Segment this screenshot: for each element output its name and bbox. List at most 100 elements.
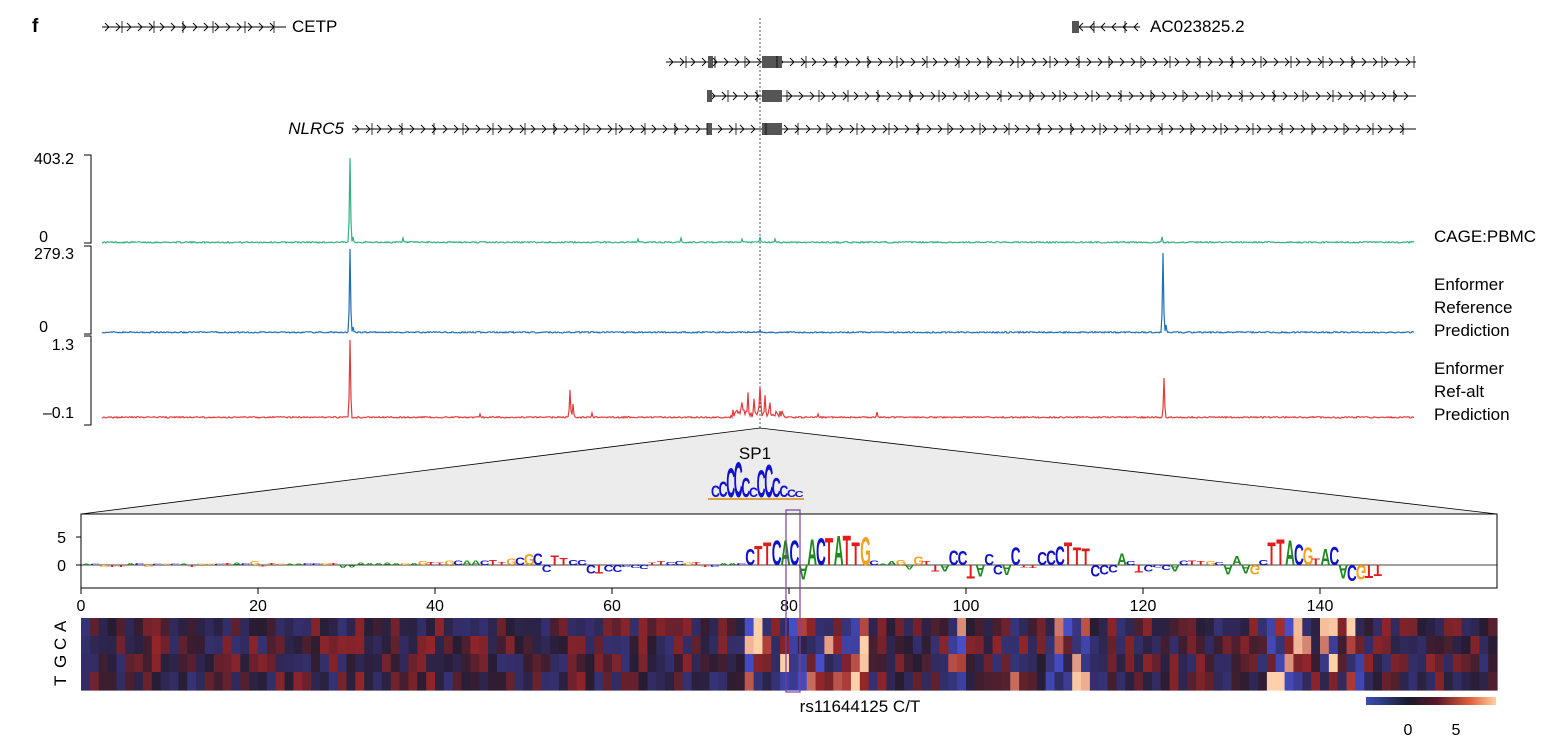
motif-letter: C [711, 483, 720, 501]
heatmap-cell [1461, 618, 1472, 637]
heatmap-cell [576, 654, 587, 673]
logo-letter: A [471, 560, 481, 567]
heatmap-cell [1399, 618, 1410, 637]
logo-letter: T [188, 564, 196, 567]
heatmap-cell [806, 672, 817, 691]
heatmap-cell [1399, 654, 1410, 673]
heatmap-cell [753, 636, 764, 655]
heatmap-cell [620, 636, 631, 655]
heatmap-cell [576, 672, 587, 691]
heatmap-cell [1187, 654, 1197, 673]
logo-letter: T [1135, 562, 1144, 574]
cetp-gene-label: CETP [292, 17, 337, 36]
heatmap-cell [1027, 636, 1038, 655]
logo-letter: G [896, 559, 907, 567]
heatmap-cell [1160, 618, 1171, 637]
heatmap-cell [426, 618, 436, 637]
heatmap-cell [532, 672, 542, 691]
heatmap-cell [311, 636, 321, 655]
heatmap-cell [355, 618, 365, 637]
heatmap-cell [912, 654, 923, 673]
heatmap-cell [142, 672, 153, 691]
heatmap-cell [1240, 654, 1250, 673]
heatmap-cell [1045, 636, 1056, 655]
heatmap-cell [1293, 636, 1303, 655]
heatmap-cell [470, 654, 480, 673]
heatmap-cell [1151, 654, 1162, 673]
heatmap-cell [921, 636, 932, 655]
heatmap-cell [1054, 618, 1064, 637]
heatmap-cell [319, 636, 330, 655]
heatmap-cell [1072, 654, 1082, 673]
heatmap-cell [1390, 618, 1401, 637]
logo-letter: A [1285, 533, 1295, 573]
heatmap-cell [850, 672, 861, 691]
logo-letter: C [639, 563, 650, 569]
heatmap-cell [319, 618, 330, 637]
mutation-effect-heatmap [81, 618, 1498, 691]
heatmap-cell [1196, 654, 1206, 673]
logo-letter: C [1099, 562, 1109, 577]
logo-letter: A [887, 561, 898, 567]
heatmap-cell [1293, 618, 1303, 637]
heatmap-cell [1479, 636, 1489, 655]
heatmap-cell [1010, 618, 1020, 637]
heatmap-cell [1019, 654, 1029, 673]
heatmap-row-label: C [51, 638, 70, 650]
heatmap-cell [886, 618, 896, 637]
heatmap-cell [89, 618, 100, 637]
heatmap-cell [399, 618, 410, 637]
heatmap-cell [178, 672, 188, 691]
heatmap-cell [1063, 618, 1073, 637]
logo-letter: T [436, 562, 444, 566]
logo-letter: A [1241, 562, 1251, 575]
heatmap-cell [258, 672, 268, 691]
heatmap-cell [116, 654, 126, 673]
heatmap-cell [789, 654, 799, 673]
heatmap-cell [1213, 636, 1224, 655]
heatmap-cell [284, 618, 294, 637]
heatmap-cell [585, 672, 595, 691]
logo-letter: T [497, 561, 506, 566]
heatmap-cell [328, 654, 339, 673]
heatmap-cell [1169, 636, 1179, 655]
heatmap-cell [842, 618, 852, 637]
logo-letter: C [984, 552, 994, 569]
motif-letter: C [795, 490, 804, 499]
heatmap-cell [806, 654, 817, 673]
heatmap-cell [1417, 672, 1427, 691]
heatmap-cell [1098, 672, 1109, 691]
heatmap-cell [81, 618, 91, 637]
heatmap-cell [594, 618, 604, 637]
heatmap-cell [620, 618, 631, 637]
logo-letter: T [1312, 557, 1320, 567]
heatmap-cell [1320, 672, 1330, 691]
heatmap-cell [797, 636, 808, 655]
heatmap-cell [1116, 654, 1126, 673]
logo-letter: C [1161, 563, 1171, 571]
heatmap-cell [859, 618, 870, 637]
heatmap-cell [1373, 636, 1383, 655]
heatmap-cell [1045, 654, 1056, 673]
heatmap-cell [1054, 672, 1064, 691]
logo-letter: G [250, 561, 261, 567]
heatmap-cell [921, 618, 932, 637]
logo-letter: G [1356, 560, 1367, 584]
logo-letter: A [940, 563, 951, 573]
logo-letter: C [1046, 546, 1056, 570]
heatmap-cell [1204, 618, 1215, 637]
heatmap-cell [576, 618, 587, 637]
heatmap-cell [435, 618, 445, 637]
heatmap-cell [1072, 636, 1082, 655]
heatmap-cell [151, 672, 162, 691]
logo-letter: T [1028, 564, 1037, 569]
heatmap-cell [939, 636, 949, 655]
heatmap-cell [275, 636, 286, 655]
heatmap-cell [1408, 654, 1418, 673]
heatmap-cell [1364, 654, 1374, 673]
heatmap-cell [895, 636, 905, 655]
heatmap-cell [125, 618, 135, 637]
heatmap-row-label: G [51, 655, 70, 668]
heatmap-cell [187, 618, 197, 637]
heatmap-cell [912, 672, 923, 691]
